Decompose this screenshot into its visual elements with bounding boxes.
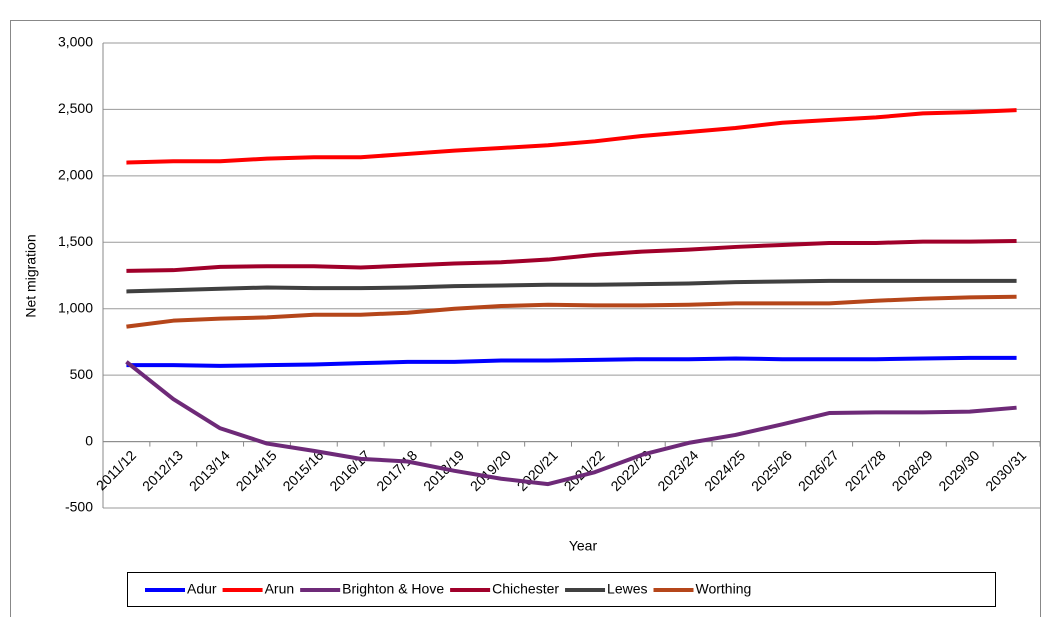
y-tick-label: 1,000 [58, 299, 93, 315]
series-line [126, 355, 1017, 368]
y-tick-label: 2,500 [58, 100, 93, 116]
legend-label: Lewes [607, 581, 647, 597]
legend-label: Arun [265, 581, 295, 597]
series-line [126, 108, 1017, 165]
series-line [125, 360, 1017, 487]
x-tick-label: 2023/24 [654, 447, 701, 494]
y-axis-label: Net migration [23, 234, 39, 317]
x-tick-label: 2014/15 [233, 447, 280, 494]
legend-label: Worthing [696, 581, 752, 597]
x-tick-label: 2013/14 [186, 447, 233, 494]
legend-label: Adur [187, 581, 217, 597]
legend-box [127, 572, 996, 607]
x-tick-label: 2027/28 [842, 447, 889, 494]
series-line [126, 294, 1017, 329]
y-tick-label: 0 [85, 432, 93, 448]
x-tick-label: 2030/31 [982, 447, 1029, 494]
x-tick-label: 2015/16 [279, 447, 326, 494]
chart-frame [10, 20, 1041, 617]
x-tick-label: 2011/12 [93, 447, 140, 494]
x-tick-label: 2029/30 [935, 447, 982, 494]
series-line [126, 278, 1017, 294]
x-tick-label: 2020/21 [514, 447, 561, 494]
x-tick-label: 2025/26 [748, 447, 795, 494]
x-tick-label: 2028/29 [889, 447, 936, 494]
legend-label: Chichester [492, 581, 559, 597]
y-tick-label: 1,500 [58, 233, 93, 249]
legend-label: Brighton & Hove [342, 581, 444, 597]
y-tick-label: 500 [70, 366, 94, 382]
x-tick-label: 2012/13 [139, 447, 186, 494]
x-tick-label: 2019/20 [467, 447, 514, 494]
y-tick-label: 2,000 [58, 167, 93, 183]
x-tick-label: 2026/27 [795, 447, 842, 494]
y-tick-label: 3,000 [58, 34, 93, 50]
x-tick-label: 2024/25 [701, 447, 748, 494]
x-axis-label: Year [569, 538, 598, 554]
x-tick-label: 2017/18 [373, 447, 420, 494]
y-tick-label: -500 [65, 499, 93, 515]
series-line [126, 238, 1017, 273]
